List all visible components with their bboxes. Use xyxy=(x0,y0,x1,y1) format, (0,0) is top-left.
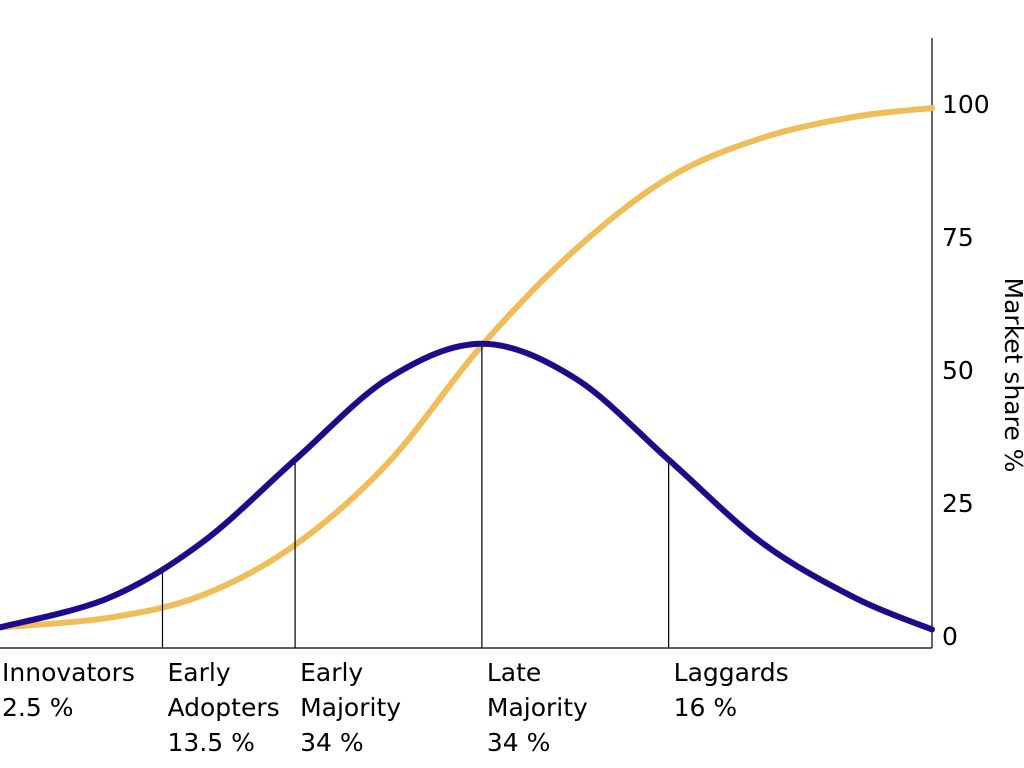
y-axis-label: Market share % xyxy=(999,278,1024,473)
segment-name: Adopters xyxy=(167,693,279,722)
segment-share: 13.5 % xyxy=(167,728,254,757)
y-tick-label: 0 xyxy=(942,622,958,651)
series-line xyxy=(0,105,935,631)
segment-name: Innovators xyxy=(2,658,135,687)
y-tick-label: 100 xyxy=(942,90,990,119)
segment-share: 2.5 % xyxy=(2,693,73,722)
segment-share: 34 % xyxy=(300,728,364,757)
segment-name: Laggards xyxy=(674,658,789,687)
segment-name: Early xyxy=(167,658,230,687)
y-tick-label: 25 xyxy=(942,489,974,518)
segment-share: 34 % xyxy=(487,728,551,757)
y-tick-label: 75 xyxy=(942,223,974,252)
segment-name: Early xyxy=(300,658,363,687)
y-tick-label: 50 xyxy=(942,356,974,385)
series-line xyxy=(0,340,935,633)
segment-label: Early Adopters 13.5 % xyxy=(167,658,279,757)
segment-name: Late xyxy=(487,658,541,687)
segment-name: Majority xyxy=(487,693,588,722)
segment-share: 16 % xyxy=(674,693,738,722)
segment-label: Laggards 16 % xyxy=(674,658,789,722)
segment-label: Late Majority 34 % xyxy=(487,658,588,757)
segment-name: Majority xyxy=(300,693,401,722)
segment-label: Early Majority 34 % xyxy=(300,658,401,757)
segment-label: Innovators 2.5 % xyxy=(2,658,135,722)
